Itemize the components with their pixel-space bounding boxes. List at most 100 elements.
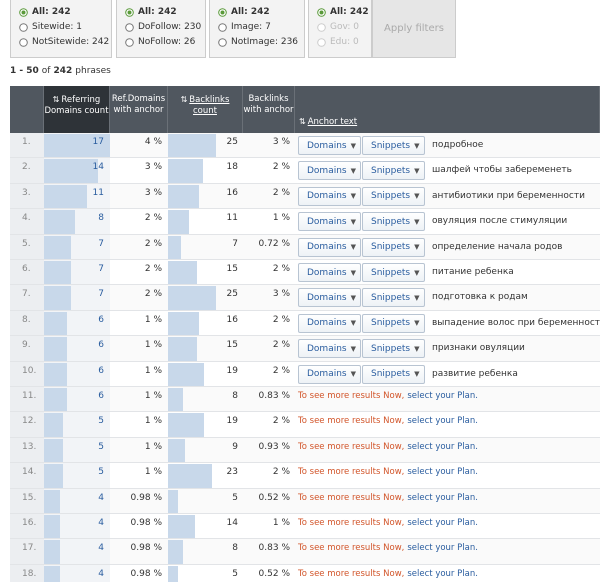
button-label: Domains: [307, 165, 347, 176]
row-number: 8.: [22, 314, 31, 325]
filter-option[interactable]: All: 242: [19, 5, 71, 19]
snippets-button[interactable]: Snippets ▼: [362, 186, 425, 206]
ref-domains-anchor: 2 %: [144, 264, 162, 274]
ref-domains-anchor: 1 %: [144, 441, 162, 452]
snippets-button[interactable]: Snippets ▼: [362, 263, 425, 282]
button-label: Domains: [307, 191, 347, 202]
ref-domains-count[interactable]: 6: [98, 314, 104, 325]
dropdown-arrow: ▼: [414, 217, 420, 226]
ref-domains-count[interactable]: 14: [92, 162, 104, 173]
filter-option[interactable]: All: 242: [317, 5, 369, 19]
dropdown-arrow: ▼: [350, 166, 357, 175]
ref-domains-count[interactable]: 4: [98, 492, 104, 503]
column-header[interactable]: ⇅ Referring Domains count: [44, 86, 110, 133]
apply-button[interactable]: Apply filters: [372, 0, 456, 58]
ref-domains-count[interactable]: 17: [92, 137, 104, 147]
ref-domains-count[interactable]: 5: [98, 441, 104, 452]
backlinks-count: 9: [232, 441, 238, 452]
snippets-button[interactable]: Snippets ▼: [362, 339, 425, 359]
ref-domains-count[interactable]: 5: [98, 416, 104, 427]
num-cell-bg: [10, 183, 44, 209]
column-header[interactable]: ⇅ Anchor text: [295, 86, 600, 133]
row-number: 17.: [22, 543, 37, 554]
ref-domains-count[interactable]: 5: [98, 467, 104, 478]
backlinks-bar: [168, 515, 195, 539]
filter-option[interactable]: NoFollow: 26: [125, 35, 195, 49]
table-row: 10. 6 1 % 19 2 % Domains ▼ Snippets ▼ развитие ре…: [10, 361, 600, 387]
snippets-button[interactable]: Snippets ▼: [362, 364, 425, 384]
domains-button[interactable]: Domains ▼: [298, 288, 361, 308]
ref-domains-count[interactable]: 4: [98, 568, 104, 579]
snippets-button[interactable]: Snippets ▼: [362, 313, 425, 333]
snippets-button[interactable]: Snippets ▼: [362, 237, 425, 257]
ref-domains-count[interactable]: 6: [98, 365, 104, 376]
anchor-text: подробное: [432, 140, 484, 150]
upsell-link[interactable]: select your Plan.: [407, 391, 478, 401]
filter-group: All: 242 DoFollow: 230 NoFollow: 26: [116, 0, 206, 58]
snippets-button[interactable]: Snippets ▼: [362, 161, 425, 181]
upsell-link[interactable]: select your Plan.: [407, 467, 478, 478]
table-row: 8. 6 1 % 16 2 % Domains ▼ Snippets ▼ выпадение во…: [10, 310, 600, 337]
upsell-link[interactable]: select your Plan.: [407, 568, 478, 579]
row-number: 15.: [22, 492, 37, 503]
filter-option[interactable]: NotImage: 236: [218, 35, 298, 49]
backlinks-count: 8: [232, 391, 238, 401]
table-row: 12. 5 1 % 19 2 % To see more results Now, sele…: [10, 412, 600, 438]
backlinks-count: 19: [226, 365, 238, 376]
domains-button[interactable]: Domains ▼: [298, 136, 361, 155]
row-number: 6.: [22, 264, 31, 274]
snippets-button[interactable]: Snippets ▼: [362, 288, 425, 308]
domains-button[interactable]: Domains ▼: [298, 161, 361, 181]
filter-label: NoFollow: 26: [138, 37, 196, 47]
filter-option[interactable]: All: 242: [125, 5, 177, 19]
ref-domains-count[interactable]: 4: [98, 518, 104, 528]
ref-domains-count[interactable]: 8: [98, 213, 104, 224]
ref-domains-bar: [44, 565, 60, 582]
column-header[interactable]: ⇅ Backlinks count: [168, 86, 243, 133]
ref-domains-count[interactable]: 7: [98, 264, 104, 274]
filter-option[interactable]: Image: 7: [218, 20, 271, 34]
upsell-link[interactable]: select your Plan.: [407, 492, 478, 503]
filter-option: Gov: 0: [317, 20, 359, 34]
ref-domains-bar: [44, 261, 72, 285]
domains-button[interactable]: Domains ▼: [298, 313, 361, 333]
summary-unit: phrases: [75, 66, 111, 76]
summary-of: of: [41, 66, 51, 76]
snippets-button[interactable]: Snippets ▼: [362, 212, 425, 232]
filter-option[interactable]: All: 242: [218, 5, 270, 19]
num-cell-bg: [10, 437, 44, 463]
upsell-link[interactable]: select your Plan.: [407, 416, 478, 427]
ref-domains-count[interactable]: 6: [98, 391, 104, 401]
upsell-link[interactable]: select your Plan.: [407, 518, 478, 528]
domains-button[interactable]: Domains ▼: [298, 364, 361, 384]
table-row: 1. 17 4 % 25 3 % Domains ▼ Snippets ▼ подробное: [10, 133, 600, 159]
ref-domains-count[interactable]: 7: [98, 289, 104, 300]
ref-domains-count[interactable]: 7: [98, 238, 104, 249]
radio-icon: [125, 22, 134, 32]
filter-option[interactable]: Sitewide: 1: [19, 20, 82, 34]
column-title: Backlinks with anchor: [243, 94, 294, 115]
filter-option[interactable]: DoFollow: 230: [125, 20, 201, 34]
filter-group: All: 242 Image: 7 NotImage: 236: [209, 0, 305, 58]
domains-button[interactable]: Domains ▼: [298, 212, 361, 232]
table-row: 18. 4 0.98 % 5 0.52 % To see more results Now…: [10, 564, 600, 582]
snippets-button[interactable]: Snippets ▼: [362, 136, 425, 155]
ref-domains-count[interactable]: 4: [98, 543, 104, 554]
domains-button[interactable]: Domains ▼: [298, 186, 361, 206]
ref-domains-anchor: 1 %: [144, 365, 162, 376]
upsell-link[interactable]: select your Plan.: [407, 543, 478, 554]
ref-domains-count[interactable]: 11: [92, 187, 104, 198]
filter-label: All: 242: [138, 7, 177, 17]
button-label: Domains: [307, 343, 347, 354]
ref-domains-anchor: 3 %: [144, 162, 162, 173]
domains-button[interactable]: Domains ▼: [298, 339, 361, 359]
backlinks-bar: [168, 565, 178, 582]
domains-button[interactable]: Domains ▼: [298, 237, 361, 257]
column-header: Backlinks with anchor: [243, 86, 295, 133]
upsell-link[interactable]: select your Plan.: [407, 441, 478, 452]
domains-button[interactable]: Domains ▼: [298, 263, 361, 282]
button-label: Snippets: [371, 191, 411, 202]
filter-label: DoFollow: 230: [138, 22, 202, 32]
ref-domains-count[interactable]: 6: [98, 340, 104, 351]
filter-option[interactable]: NotSitewide: 242: [19, 35, 109, 49]
